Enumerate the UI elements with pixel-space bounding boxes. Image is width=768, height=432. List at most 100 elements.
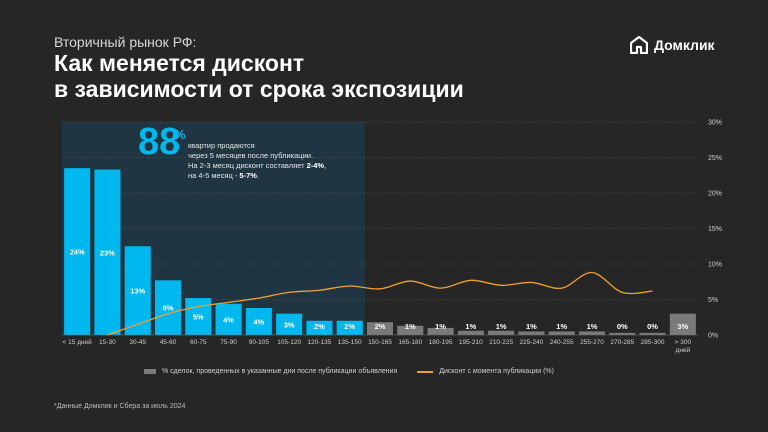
callout-line-3-prefix: На 2-3 месяц дисконт составляет xyxy=(188,161,307,170)
x-tick-label: 135-150 xyxy=(338,339,362,346)
brand-logo: Домклик xyxy=(630,36,715,54)
bar-value-label: 1% xyxy=(556,322,567,331)
callout: 88 % xyxy=(138,121,186,163)
callout-line-4-value: 5-7% xyxy=(239,171,257,180)
bar xyxy=(488,330,515,335)
y-tick-label: 25% xyxy=(708,155,722,162)
x-tick-label: 165-180 xyxy=(398,339,422,346)
x-tick-label: 90-105 xyxy=(249,339,270,346)
callout-unit: % xyxy=(174,127,186,142)
legend-item-bars: % сделок, проведенных в указанные дни по… xyxy=(144,368,397,375)
bar xyxy=(245,308,272,335)
bar xyxy=(185,298,212,335)
slide-title: Как меняется дисконт в зависимости от ср… xyxy=(54,50,464,102)
legend-line-label: Дисконт с момента публикации (%) xyxy=(439,368,554,375)
y-tick-label: 15% xyxy=(708,226,722,233)
bar xyxy=(427,327,454,335)
callout-line-1: квартир продаются xyxy=(188,141,255,150)
bar-value-label: 2% xyxy=(375,322,386,331)
x-tick-label: 225-240 xyxy=(519,339,543,346)
x-tick-label: 255-270 xyxy=(580,339,604,346)
bar-value-label: 1% xyxy=(496,322,507,331)
bar xyxy=(336,320,363,335)
bar xyxy=(306,320,333,335)
title-line-1: Как меняется дисконт xyxy=(54,50,305,76)
y-tick-label: 5% xyxy=(708,297,718,304)
bar-value-label: 1% xyxy=(587,322,598,331)
x-tick-label: > 300 xyxy=(675,339,692,346)
bar xyxy=(397,325,424,335)
chart-legend: % сделок, проведенных в указанные дни по… xyxy=(144,368,574,375)
legend-bars-label: % сделок, проведенных в указанные дни по… xyxy=(162,368,398,375)
y-tick-label: 30% xyxy=(708,120,722,127)
bar-value-label: 23% xyxy=(100,248,115,257)
x-tick-label: 120-135 xyxy=(307,339,331,346)
x-tick-label: 180-195 xyxy=(429,339,453,346)
footnote: *Данные Домклик и Сбера за июль 2024 xyxy=(54,403,186,410)
bar-value-label: 8% xyxy=(163,304,174,313)
bar-value-label: 2% xyxy=(314,322,325,331)
bar xyxy=(518,331,545,335)
bar-value-label: 3% xyxy=(677,322,688,331)
callout-line-3-value: 2-4% xyxy=(306,161,325,170)
x-tick-label: 150-165 xyxy=(368,339,392,346)
x-tick-label: дней xyxy=(676,346,691,354)
title-line-2: в зависимости от срока экспозиции xyxy=(54,76,464,102)
bar xyxy=(639,332,666,335)
x-tick-label: 15-30 xyxy=(99,339,116,346)
y-tick-label: 20% xyxy=(708,191,722,198)
x-tick-label: 240-255 xyxy=(550,339,574,346)
bar-value-label: 24% xyxy=(70,248,85,257)
slide-subtitle: Вторичный рынок РФ: xyxy=(54,34,197,50)
bar xyxy=(215,303,242,335)
x-tick-label: 270-285 xyxy=(610,339,634,346)
bar xyxy=(669,313,696,335)
callout-line-4-suffix: . xyxy=(256,171,260,180)
bar-value-label: 1% xyxy=(526,322,537,331)
bar-value-label: 5% xyxy=(193,313,204,322)
legend-bar-swatch xyxy=(144,369,156,374)
x-tick-label: 75-90 xyxy=(220,339,237,346)
brand-name: Домклик xyxy=(654,37,715,53)
x-tick-label: 45-60 xyxy=(160,339,177,346)
x-tick-label: 210-225 xyxy=(489,339,513,346)
bar xyxy=(94,169,121,335)
bar-value-label: 4% xyxy=(253,318,264,327)
x-tick-label: 195-210 xyxy=(459,339,483,346)
bar-value-label: 0% xyxy=(647,322,658,331)
bar-value-label: 0% xyxy=(617,322,628,331)
legend-line-swatch xyxy=(417,370,434,373)
bar-value-label: 2% xyxy=(344,322,355,331)
bar-value-label: 3% xyxy=(284,320,295,329)
domclick-logo-icon xyxy=(630,36,648,54)
callout-line-2: через 5 месяцев после публикации. xyxy=(188,151,314,160)
bar xyxy=(276,313,303,335)
bar-value-label: 1% xyxy=(405,322,416,331)
y-tick-label: 10% xyxy=(708,262,722,269)
bar-value-label: 1% xyxy=(465,322,476,331)
x-tick-label: < 15 дней xyxy=(63,338,93,346)
bar xyxy=(124,246,151,335)
x-tick-label: 60-75 xyxy=(190,339,207,346)
bar xyxy=(578,331,606,335)
x-tick-label: 285-300 xyxy=(641,339,665,346)
bar-value-label: 4% xyxy=(223,315,234,324)
bar xyxy=(609,332,636,335)
x-tick-label: 30-45 xyxy=(129,339,146,346)
bar xyxy=(366,322,394,335)
bar xyxy=(457,330,484,335)
bar xyxy=(548,331,575,335)
bar-value-label: 13% xyxy=(130,287,145,296)
bar-value-label: 1% xyxy=(435,322,446,331)
callout-line-4-prefix: на 4-5 месяц - xyxy=(188,171,240,180)
callout-text: квартир продаются через 5 месяцев после … xyxy=(188,141,358,181)
callout-line-3-suffix: , xyxy=(324,161,327,170)
y-tick-label: 0% xyxy=(708,333,718,340)
x-tick-label: 105-120 xyxy=(277,339,301,346)
callout-number: 88 xyxy=(138,121,181,163)
discount-line xyxy=(107,271,653,336)
legend-item-line: Дисконт с момента публикации (%) xyxy=(417,368,554,375)
bar xyxy=(154,280,182,335)
bar xyxy=(64,168,91,335)
